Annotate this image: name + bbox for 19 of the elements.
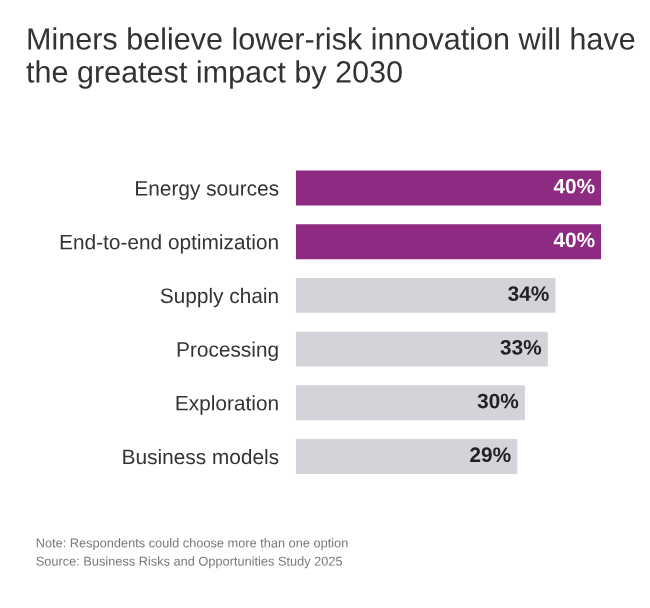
bar <box>295 439 518 474</box>
data-label: 34% <box>508 286 549 302</box>
bar <box>295 170 602 206</box>
y-tick-label: Business models <box>123 448 279 465</box>
y-tick-label: Supply chain <box>160 287 278 308</box>
bar <box>295 385 525 421</box>
bar <box>295 331 548 367</box>
y-tick-label: Energy sources <box>136 181 279 200</box>
y-tick-label: End-to-end optimization <box>60 234 278 254</box>
data-label: 29% <box>470 447 511 463</box>
data-label: 40% <box>553 232 595 248</box>
y-tick-label: Exploration <box>176 395 278 415</box>
data-label: 33% <box>500 339 542 355</box>
data-label: 40% <box>553 178 595 194</box>
bar <box>295 224 602 260</box>
data-label: 30% <box>477 393 519 409</box>
bar <box>295 277 556 313</box>
chart-title: Miners believe lower-risk innovation will have the greatest impact by 2030 <box>26 27 635 89</box>
y-tick-label: Processing <box>177 341 278 361</box>
